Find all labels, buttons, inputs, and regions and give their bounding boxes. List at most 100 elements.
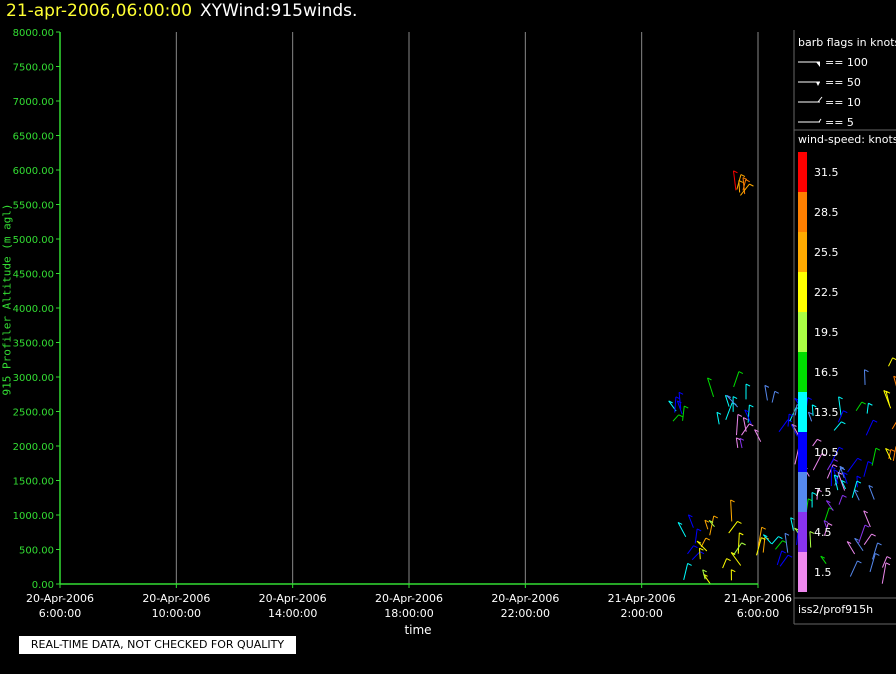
y-tick-label: 5000.00 xyxy=(13,235,54,246)
wind-barb-flag xyxy=(877,542,882,546)
x-tick-date: 20-Apr-2006 xyxy=(375,592,443,605)
wind-barb-flag xyxy=(781,550,786,554)
wind-barb xyxy=(833,421,842,431)
wind-barb-flag xyxy=(872,419,878,423)
wind-barb-flag xyxy=(716,411,722,415)
wind-barb-flag xyxy=(788,413,794,417)
x-tick-date: 20-Apr-2006 xyxy=(26,592,94,605)
wind-barb xyxy=(823,520,828,530)
wind-barb-flag xyxy=(808,411,813,415)
wind-barb-flag xyxy=(705,537,711,541)
wind-barb-flag xyxy=(820,555,825,559)
wind-barb-flag xyxy=(739,437,745,441)
wind-barb-flag xyxy=(857,457,862,461)
wind-barb xyxy=(847,458,858,473)
wind-barb-flag xyxy=(677,400,682,404)
y-tick-label: 7500.00 xyxy=(13,63,54,74)
x-tick-time: 6:00:00 xyxy=(39,607,81,620)
wind-barb xyxy=(709,515,715,536)
wind-barb xyxy=(779,554,789,567)
wind-barb-flag xyxy=(857,560,862,564)
wind-barb xyxy=(698,548,701,560)
wind-barb-flag xyxy=(744,409,749,413)
wind-barb xyxy=(764,385,768,401)
wind-barb-flag xyxy=(864,369,869,373)
wind-barb-flag xyxy=(774,390,779,394)
wind-barb xyxy=(728,521,738,534)
wind-barb xyxy=(888,449,892,459)
speed-color-swatch xyxy=(798,312,807,352)
wind-barb-flag xyxy=(843,410,848,414)
speed-color-swatch xyxy=(798,472,807,512)
speed-legend-label: 1.5 xyxy=(814,566,832,579)
wind-barb-flag xyxy=(812,404,817,408)
wind-barb xyxy=(696,540,708,552)
wind-barb xyxy=(730,499,733,522)
speed-legend-label: 28.5 xyxy=(814,206,839,219)
wind-barb-flag xyxy=(708,520,714,523)
wind-barb xyxy=(771,391,776,403)
wind-barb xyxy=(674,396,677,413)
wind-barb xyxy=(833,474,839,491)
wind-barb xyxy=(823,523,829,536)
wind-barb xyxy=(722,558,728,569)
wind-barb-flag xyxy=(749,423,754,427)
wind-barb xyxy=(865,419,874,436)
wind-barb xyxy=(776,550,783,566)
wind-barb xyxy=(812,453,823,471)
speed-color-swatch xyxy=(798,152,807,192)
speed-legend-label: 31.5 xyxy=(814,166,839,179)
speed-color-swatch xyxy=(798,272,807,312)
x-tick-date: 20-Apr-2006 xyxy=(491,592,559,605)
y-tick-label: 4500.00 xyxy=(13,270,54,281)
wind-barb-flag xyxy=(707,377,712,381)
wind-barb-flag xyxy=(834,474,839,478)
wind-barb xyxy=(812,439,818,447)
barb-legend-label: == 5 xyxy=(825,116,854,129)
wind-barb xyxy=(851,480,858,498)
wind-barb xyxy=(866,403,869,414)
wind-barb-flag xyxy=(678,391,684,395)
wind-barb xyxy=(811,404,814,416)
wind-barb-flag xyxy=(807,397,812,401)
barb-legend-label: == 50 xyxy=(825,76,861,89)
wind-barb-flag xyxy=(861,401,866,405)
wind-barb-flag xyxy=(886,556,892,559)
wind-barb-flag xyxy=(732,396,738,400)
wind-barb xyxy=(735,437,739,448)
y-tick-label: 5500.00 xyxy=(13,201,54,212)
wind-barb xyxy=(756,537,762,556)
speed-legend-label: 10.5 xyxy=(814,446,839,459)
wind-barb xyxy=(716,412,720,425)
speed-legend-label: 16.5 xyxy=(814,366,839,379)
x-tick-date: 21-Apr-2006 xyxy=(724,592,792,605)
y-tick-label: 4000.00 xyxy=(13,304,54,315)
wind-barb xyxy=(853,489,860,501)
wind-barb-flag xyxy=(745,383,751,387)
wind-barb-flag xyxy=(840,467,846,471)
barb-legend-title: barb flags in knots xyxy=(798,36,896,49)
wind-barb-flag xyxy=(826,500,831,504)
speed-color-swatch xyxy=(798,552,807,592)
wind-barb xyxy=(892,446,896,461)
wind-barb xyxy=(846,541,856,555)
wind-barb xyxy=(837,472,846,491)
wind-barb-flag xyxy=(741,542,746,546)
y-tick-label: 6500.00 xyxy=(13,132,54,143)
wind-barb xyxy=(744,409,752,425)
wind-barb-flag xyxy=(749,404,754,408)
wind-barb xyxy=(830,447,840,465)
wind-barb xyxy=(778,419,789,433)
wind-barb xyxy=(794,404,798,416)
wind-barb xyxy=(737,532,740,554)
wind-barb-flag xyxy=(839,465,845,469)
y-tick-label: 2500.00 xyxy=(13,408,54,419)
y-tick-label: 1500.00 xyxy=(13,477,54,488)
wind-barb xyxy=(833,469,839,484)
x-tick-time: 2:00:00 xyxy=(620,607,662,620)
barb-flag xyxy=(816,82,820,86)
wind-barb xyxy=(735,414,739,436)
wind-barb-flag xyxy=(838,396,843,400)
wind-barb xyxy=(824,507,830,522)
